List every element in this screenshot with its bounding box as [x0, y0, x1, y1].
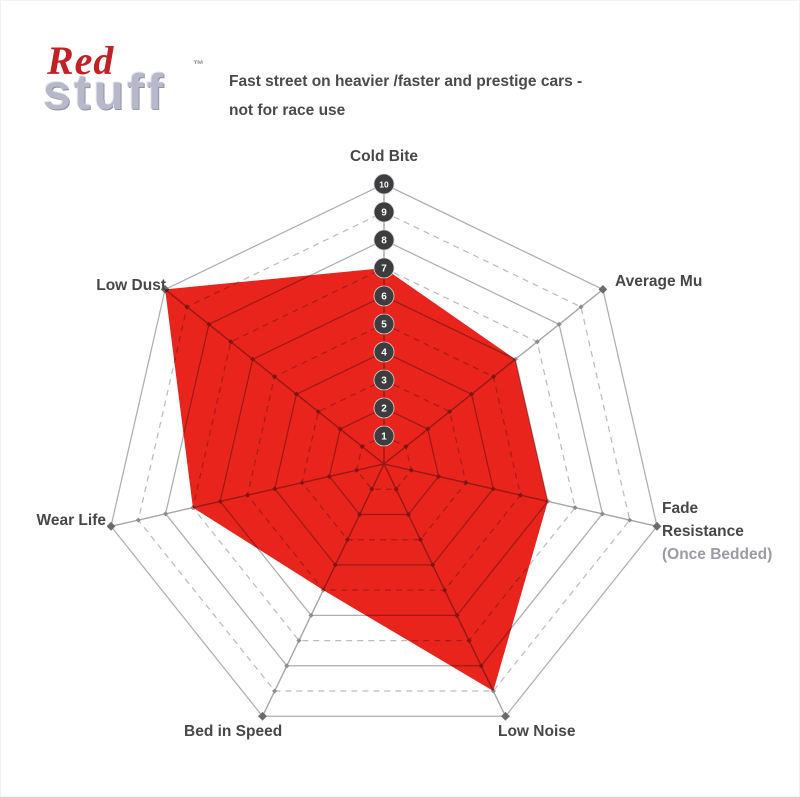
radar-scale-markers: 1 2 3 4 5 6 7 8 9 10: [373, 173, 395, 447]
logo-stuff-text: stuff: [43, 64, 167, 120]
svg-text:6: 6: [381, 292, 387, 303]
description-line-1: Fast street on heavier /faster and prest…: [229, 73, 583, 90]
svg-text:7: 7: [381, 264, 387, 275]
description-line-2: not for race use: [229, 102, 346, 119]
axis-label-fade-resistance: Fade Resistance (Once Bedded): [662, 497, 772, 566]
svg-text:8: 8: [381, 236, 387, 247]
fade-label-line-1: Fade: [662, 500, 699, 517]
axis-label-low-noise: Low Noise: [498, 723, 576, 740]
svg-text:4: 4: [381, 348, 387, 359]
axis-label-average-mu: Average Mu: [615, 273, 703, 290]
svg-text:5: 5: [381, 320, 387, 331]
logo-red-text: Red: [47, 38, 115, 83]
axis-label-bed-in-speed: Bed in Speed: [184, 723, 283, 740]
redstuff-logo: stuff Red ™: [43, 37, 213, 132]
svg-text:9: 9: [381, 208, 387, 219]
chart-description: Fast street on heavier /faster and prest…: [229, 67, 689, 125]
fade-label-line-3: (Once Bedded): [662, 546, 773, 563]
radar-value-polygon: [165, 268, 548, 691]
svg-text:3: 3: [381, 376, 387, 387]
axis-label-wear-life: Wear Life: [36, 512, 107, 529]
svg-text:2: 2: [381, 404, 387, 415]
svg-text:1: 1: [381, 432, 387, 443]
fade-label-line-2: Resistance: [662, 523, 744, 540]
axis-label-low-dust: Low Dust: [96, 277, 166, 294]
logo-trademark-symbol: ™: [193, 59, 204, 71]
axis-label-cold-bite: Cold Bite: [349, 148, 419, 165]
svg-text:10: 10: [379, 180, 389, 190]
